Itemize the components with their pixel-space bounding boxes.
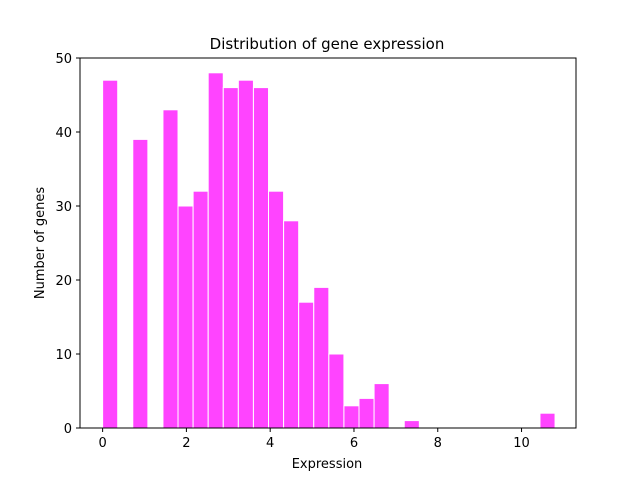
histogram-bar bbox=[252, 87, 270, 429]
x-axis-ticks: 0 2 4 6 8 10 bbox=[98, 428, 530, 451]
histogram-bar bbox=[298, 301, 315, 429]
histogram-bar bbox=[102, 79, 119, 429]
histogram-bar bbox=[283, 220, 300, 429]
y-axis-label: Number of genes bbox=[33, 187, 48, 300]
histogram-bar bbox=[313, 286, 330, 429]
histogram-bar bbox=[403, 420, 420, 429]
histogram-bar bbox=[207, 72, 224, 429]
histogram-bar bbox=[222, 87, 239, 429]
histogram-bar bbox=[237, 79, 254, 429]
histogram-bar bbox=[343, 405, 360, 429]
y-tick-label: 30 bbox=[55, 200, 72, 215]
histogram-bar bbox=[358, 397, 375, 429]
histogram-bar bbox=[373, 383, 390, 429]
histogram-bar bbox=[192, 190, 209, 429]
histogram-bar bbox=[539, 412, 556, 429]
plot-frame bbox=[79, 57, 577, 429]
x-tick-label: 8 bbox=[434, 436, 442, 451]
bars-group bbox=[102, 72, 556, 429]
histogram-bar bbox=[132, 138, 149, 429]
x-axis-label: Expression bbox=[292, 457, 363, 472]
histogram-bar bbox=[268, 190, 285, 429]
y-tick-label: 0 bbox=[64, 422, 72, 437]
y-tick-label: 50 bbox=[55, 52, 72, 67]
x-tick-label: 6 bbox=[350, 436, 358, 451]
histogram-bar bbox=[162, 109, 179, 429]
chart-title: Distribution of gene expression bbox=[210, 35, 445, 53]
histogram-bar bbox=[328, 353, 345, 429]
x-tick-label: 2 bbox=[182, 436, 190, 451]
y-tick-label: 20 bbox=[55, 274, 72, 289]
x-tick-label: 4 bbox=[266, 436, 274, 451]
x-tick-label: 0 bbox=[98, 436, 106, 451]
y-tick-label: 10 bbox=[55, 348, 72, 363]
y-axis-ticks: 0 10 20 30 40 50 bbox=[55, 52, 80, 437]
y-tick-label: 40 bbox=[55, 126, 72, 141]
x-tick-label: 10 bbox=[513, 436, 530, 451]
histogram-bar bbox=[177, 205, 194, 429]
